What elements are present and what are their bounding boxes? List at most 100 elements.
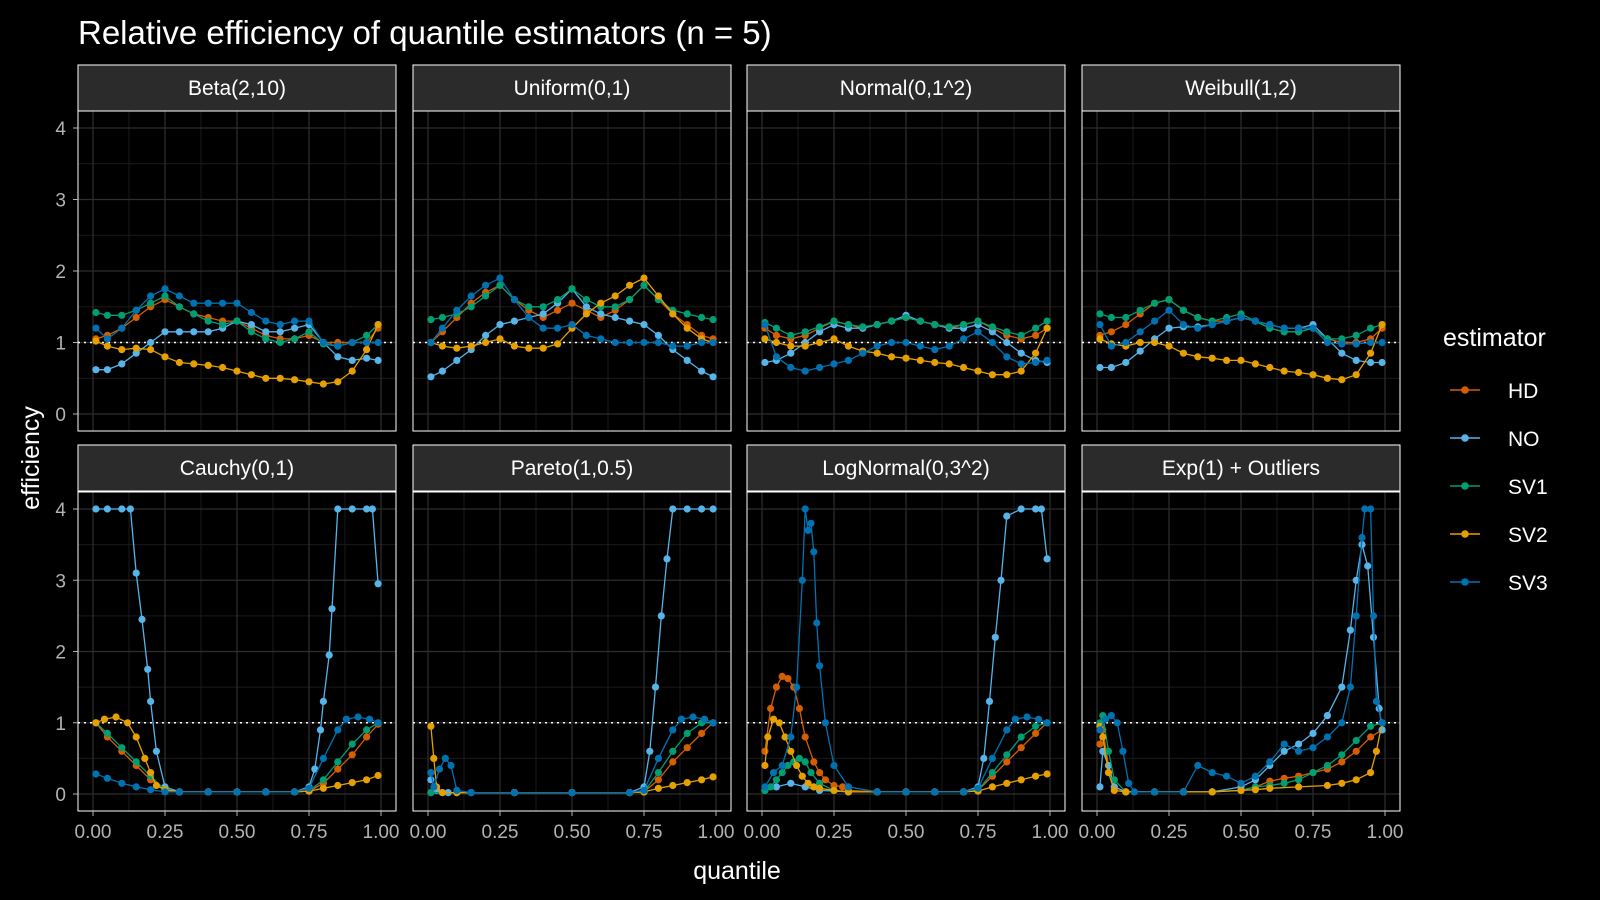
data-point-sv1 bbox=[931, 321, 939, 329]
data-point-sv1 bbox=[496, 281, 504, 289]
data-point-sv3 bbox=[689, 713, 697, 721]
data-point-no bbox=[247, 321, 255, 329]
data-point-sv2 bbox=[830, 335, 838, 343]
data-point-no bbox=[761, 358, 769, 367]
legend-key-point bbox=[1461, 482, 1469, 490]
data-point-no bbox=[92, 505, 100, 513]
data-point-sv3 bbox=[1367, 338, 1375, 347]
data-point-sv1 bbox=[784, 761, 792, 770]
data-point-sv1 bbox=[582, 296, 591, 304]
data-point-no bbox=[161, 328, 169, 336]
data-point-no bbox=[683, 505, 691, 513]
data-point-sv1 bbox=[787, 331, 795, 339]
data-point-sv3 bbox=[118, 324, 126, 332]
legend: estimator HD NO SV1 SV2 SV3 bbox=[1443, 324, 1548, 595]
data-point-sv2 bbox=[611, 292, 619, 300]
data-point-sv3 bbox=[1194, 324, 1202, 332]
data-point-sv3 bbox=[1136, 328, 1144, 336]
data-point-sv2 bbox=[152, 781, 160, 790]
data-point-sv1 bbox=[1136, 306, 1144, 314]
data-point-sv3 bbox=[467, 789, 475, 797]
data-point-sv3 bbox=[1378, 719, 1386, 727]
data-point-sv2 bbox=[1251, 786, 1259, 794]
data-point-sv3 bbox=[974, 328, 982, 336]
data-point-sv3 bbox=[262, 317, 270, 325]
data-point-sv1 bbox=[974, 317, 982, 325]
data-point-hd bbox=[568, 299, 576, 307]
data-point-no bbox=[997, 576, 1005, 584]
data-point-sv2 bbox=[830, 786, 838, 795]
data-point-sv2 bbox=[1122, 788, 1130, 796]
data-point-sv1 bbox=[348, 740, 356, 748]
data-point-sv2 bbox=[190, 360, 198, 368]
data-point-sv1 bbox=[482, 292, 490, 300]
data-point-sv3 bbox=[1309, 324, 1317, 332]
data-point-no bbox=[988, 328, 997, 336]
chart-title: Relative efficiency of quantile estimato… bbox=[78, 14, 772, 51]
data-point-sv2 bbox=[787, 747, 795, 755]
data-point-sv2 bbox=[1251, 360, 1259, 368]
data-point-sv2 bbox=[974, 367, 982, 375]
data-point-sv2 bbox=[334, 781, 342, 790]
y-tick-label: 3 bbox=[55, 571, 66, 592]
data-point-sv2 bbox=[698, 776, 706, 784]
data-point-sv2 bbox=[1017, 367, 1025, 375]
legend-item-label: SV2 bbox=[1508, 524, 1548, 547]
data-point-sv3 bbox=[92, 770, 100, 778]
data-point-sv3 bbox=[1378, 338, 1386, 347]
data-point-sv3 bbox=[1295, 324, 1303, 332]
x-tick-label: 0.75 bbox=[960, 822, 997, 843]
data-point-sv3 bbox=[453, 786, 461, 795]
data-point-sv3 bbox=[810, 548, 818, 556]
data-point-sv1 bbox=[363, 726, 371, 734]
data-point-sv3 bbox=[769, 769, 778, 777]
facet-strip-label: LogNormal(0,3^2) bbox=[822, 457, 989, 480]
data-point-no bbox=[1017, 349, 1025, 357]
data-point-sv2 bbox=[816, 338, 824, 347]
x-tick-label: 0.00 bbox=[75, 822, 112, 843]
data-point-no bbox=[1003, 338, 1011, 347]
data-point-sv3 bbox=[654, 754, 663, 763]
data-point-no bbox=[144, 665, 152, 673]
data-point-sv1 bbox=[1352, 737, 1360, 745]
data-point-sv3 bbox=[1096, 321, 1104, 329]
data-point-sv3 bbox=[447, 761, 455, 770]
x-tick-label: 0.75 bbox=[626, 822, 663, 843]
facet-panel: Uniform(0,1) bbox=[412, 64, 732, 432]
data-point-sv3 bbox=[931, 788, 939, 796]
data-point-sv2 bbox=[654, 784, 663, 792]
facet-panels: Beta(2,10) 0 1 2 3 4 Uniform(0,1) Normal(0,1^2)… bbox=[55, 64, 1403, 843]
data-point-sv3 bbox=[816, 662, 824, 670]
data-point-no bbox=[1003, 512, 1011, 520]
y-tick-label: 4 bbox=[55, 119, 66, 140]
data-point-sv3 bbox=[700, 715, 709, 723]
data-point-no bbox=[291, 324, 299, 332]
data-point-sv1 bbox=[807, 769, 815, 777]
data-point-sv1 bbox=[467, 303, 475, 311]
data-point-sv1 bbox=[654, 769, 663, 777]
data-point-sv3 bbox=[1130, 788, 1138, 796]
data-point-sv2 bbox=[1096, 335, 1104, 343]
data-point-sv3 bbox=[374, 338, 382, 347]
data-point-no bbox=[582, 303, 591, 311]
data-point-sv1 bbox=[816, 323, 824, 331]
data-point-sv2 bbox=[276, 374, 284, 382]
data-point-sv2 bbox=[804, 779, 812, 787]
data-point-sv2 bbox=[1003, 779, 1011, 787]
data-point-sv3 bbox=[482, 281, 490, 289]
facet-panel: Beta(2,10) 0 1 2 3 4 bbox=[55, 64, 397, 432]
x-tick-label: 0.25 bbox=[1151, 822, 1188, 843]
data-point-sv3 bbox=[1280, 740, 1288, 748]
data-point-sv2 bbox=[334, 378, 342, 386]
facet-strip bbox=[1081, 64, 1401, 112]
data-point-sv2 bbox=[1266, 784, 1274, 792]
data-point-hd bbox=[778, 672, 786, 681]
data-point-sv1 bbox=[816, 779, 824, 787]
data-point-no bbox=[1037, 505, 1045, 513]
data-point-sv2 bbox=[233, 367, 241, 375]
data-point-hd bbox=[1017, 744, 1025, 752]
data-point-sv2 bbox=[1237, 356, 1245, 364]
data-point-no bbox=[348, 505, 356, 513]
data-point-sv1 bbox=[427, 789, 435, 797]
series-line-sv3 bbox=[1099, 508, 1383, 793]
